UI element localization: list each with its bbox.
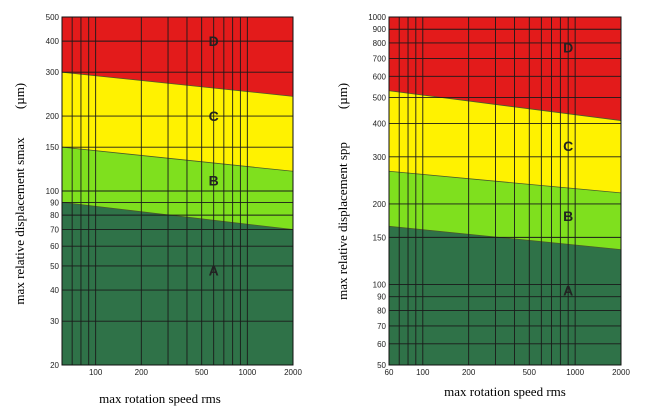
chart-spp-y-tick-label: 1000 xyxy=(368,13,386,22)
chart-smax-boundary-3 xyxy=(61,71,294,97)
chart-smax-x-tick-label: 500 xyxy=(195,368,209,377)
chart-smax-y-tick-label: 70 xyxy=(50,226,59,235)
chart-spp-x-tick-label: 2000 xyxy=(612,368,630,377)
chart-smax-zone-label-a: A xyxy=(209,262,219,278)
chart-smax-y-axis-label: max relative displacement smax xyxy=(12,137,27,305)
chart-smax-y-tick-label: 100 xyxy=(46,187,60,196)
chart-spp-y-tick-label: 300 xyxy=(373,153,387,162)
chart-smax-y-tick-label: 20 xyxy=(50,361,59,370)
chart-smax-x-tick-label: 100 xyxy=(89,368,103,377)
chart-spp-zone-label-c: C xyxy=(563,138,573,154)
chart-smax-zone-c xyxy=(62,72,293,172)
chart-smax-y-tick-label: 40 xyxy=(50,286,59,295)
chart-smax-zone-label-b: B xyxy=(209,173,219,189)
chart-spp-y-tick-label: 200 xyxy=(373,200,387,209)
chart-spp-zone-label-d: D xyxy=(563,39,573,55)
chart-spp-y-tick-label: 400 xyxy=(373,119,387,128)
chart-spp-zone-b xyxy=(389,171,621,250)
chart-spp-plot-frame xyxy=(388,16,622,366)
chart-smax-x-tick-label: 2000 xyxy=(284,368,302,377)
chart-smax-zone-label-d: D xyxy=(209,33,219,49)
chart-spp-y-tick-label: 90 xyxy=(377,293,386,302)
chart-smax-y-tick-label: 400 xyxy=(46,37,60,46)
chart-spp-zone-c xyxy=(389,90,621,193)
chart-spp-x-tick-label: 1000 xyxy=(566,368,584,377)
chart-spp-y-axis-label: max relative displacement spp xyxy=(335,142,350,300)
chart-spp-y-tick-label: 700 xyxy=(373,54,387,63)
chart-smax-zone-a xyxy=(62,202,293,365)
chart-spp-x-axis-label: max rotation speed rms xyxy=(444,384,566,399)
chart-spp-boundary-2 xyxy=(388,170,622,194)
chart-spp-boundary-3 xyxy=(388,90,622,121)
chart-smax-y-tick-label: 60 xyxy=(50,242,59,251)
chart-spp-y-tick-label: 80 xyxy=(377,306,386,315)
chart-spp-x-tick-label: 60 xyxy=(385,368,394,377)
chart-smax-plot-frame xyxy=(61,16,294,366)
chart-smax-y-tick-label: 80 xyxy=(50,211,59,220)
chart-spp-y-tick-label: 70 xyxy=(377,322,386,331)
chart-smax-x-tick-label: 200 xyxy=(135,368,149,377)
chart-smax-y-axis-unit: (µm) xyxy=(12,83,27,109)
chart-smax-x-tick-label: 1000 xyxy=(238,368,256,377)
chart-smax-boundary-2 xyxy=(61,146,294,172)
chart-spp-y-tick-label: 600 xyxy=(373,72,387,81)
chart-spp-y-tick-label: 800 xyxy=(373,39,387,48)
chart-spp-y-axis-unit: (µm) xyxy=(335,83,350,109)
chart-smax-y-tick-label: 200 xyxy=(46,112,60,121)
chart-spp-x-tick-label: 100 xyxy=(416,368,430,377)
chart-smax-boundary-1 xyxy=(61,201,294,230)
chart-spp-zone-label-b: B xyxy=(563,208,573,224)
chart-spp-y-tick-label: 150 xyxy=(373,233,387,242)
chart-spp-y-tick-label: 50 xyxy=(377,361,386,370)
chart-smax-y-tick-label: 50 xyxy=(50,262,59,271)
chart-smax-zone-d xyxy=(62,17,293,97)
chart-smax-x-axis-label: max rotation speed rms xyxy=(99,391,221,406)
chart-spp: max relative displacement spp (µm) max r… xyxy=(335,13,630,399)
chart-smax-y-tick-label: 90 xyxy=(50,198,59,207)
chart-smax-y-tick-label: 500 xyxy=(46,13,60,22)
chart-spp-zone-a xyxy=(389,226,621,365)
chart-spp-boundary-1 xyxy=(388,225,622,251)
chart-spp-x-tick-label: 200 xyxy=(462,368,476,377)
chart-spp-x-tick-label: 500 xyxy=(523,368,537,377)
chart-spp-y-tick-label: 900 xyxy=(373,25,387,34)
chart-spp-y-tick-label: 100 xyxy=(373,280,387,289)
chart-spp-zone-label-a: A xyxy=(563,282,573,298)
chart-smax-zone-label-c: C xyxy=(209,108,219,124)
chart-spp-y-tick-label: 500 xyxy=(373,94,387,103)
chart-smax-y-tick-label: 30 xyxy=(50,317,59,326)
chart-spp-y-tick-label: 60 xyxy=(377,340,386,349)
chart-smax: max relative displacement smax (µm) max … xyxy=(12,13,302,406)
chart-smax-y-tick-label: 300 xyxy=(46,68,60,77)
chart-smax-y-tick-label: 150 xyxy=(46,143,60,152)
